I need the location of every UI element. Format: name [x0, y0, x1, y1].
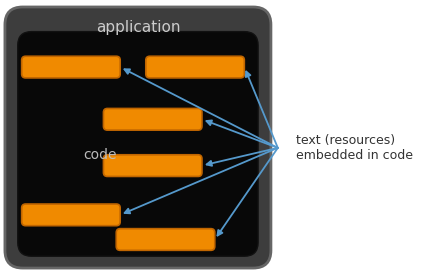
FancyBboxPatch shape: [103, 155, 202, 177]
FancyBboxPatch shape: [18, 32, 258, 256]
Text: application: application: [95, 20, 180, 35]
Text: text (resources)
embedded in code: text (resources) embedded in code: [296, 134, 412, 162]
FancyBboxPatch shape: [146, 56, 244, 78]
FancyBboxPatch shape: [22, 204, 120, 226]
FancyBboxPatch shape: [5, 7, 271, 268]
FancyBboxPatch shape: [103, 108, 202, 130]
FancyBboxPatch shape: [116, 229, 215, 250]
FancyBboxPatch shape: [22, 56, 120, 78]
Text: code: code: [84, 148, 117, 162]
